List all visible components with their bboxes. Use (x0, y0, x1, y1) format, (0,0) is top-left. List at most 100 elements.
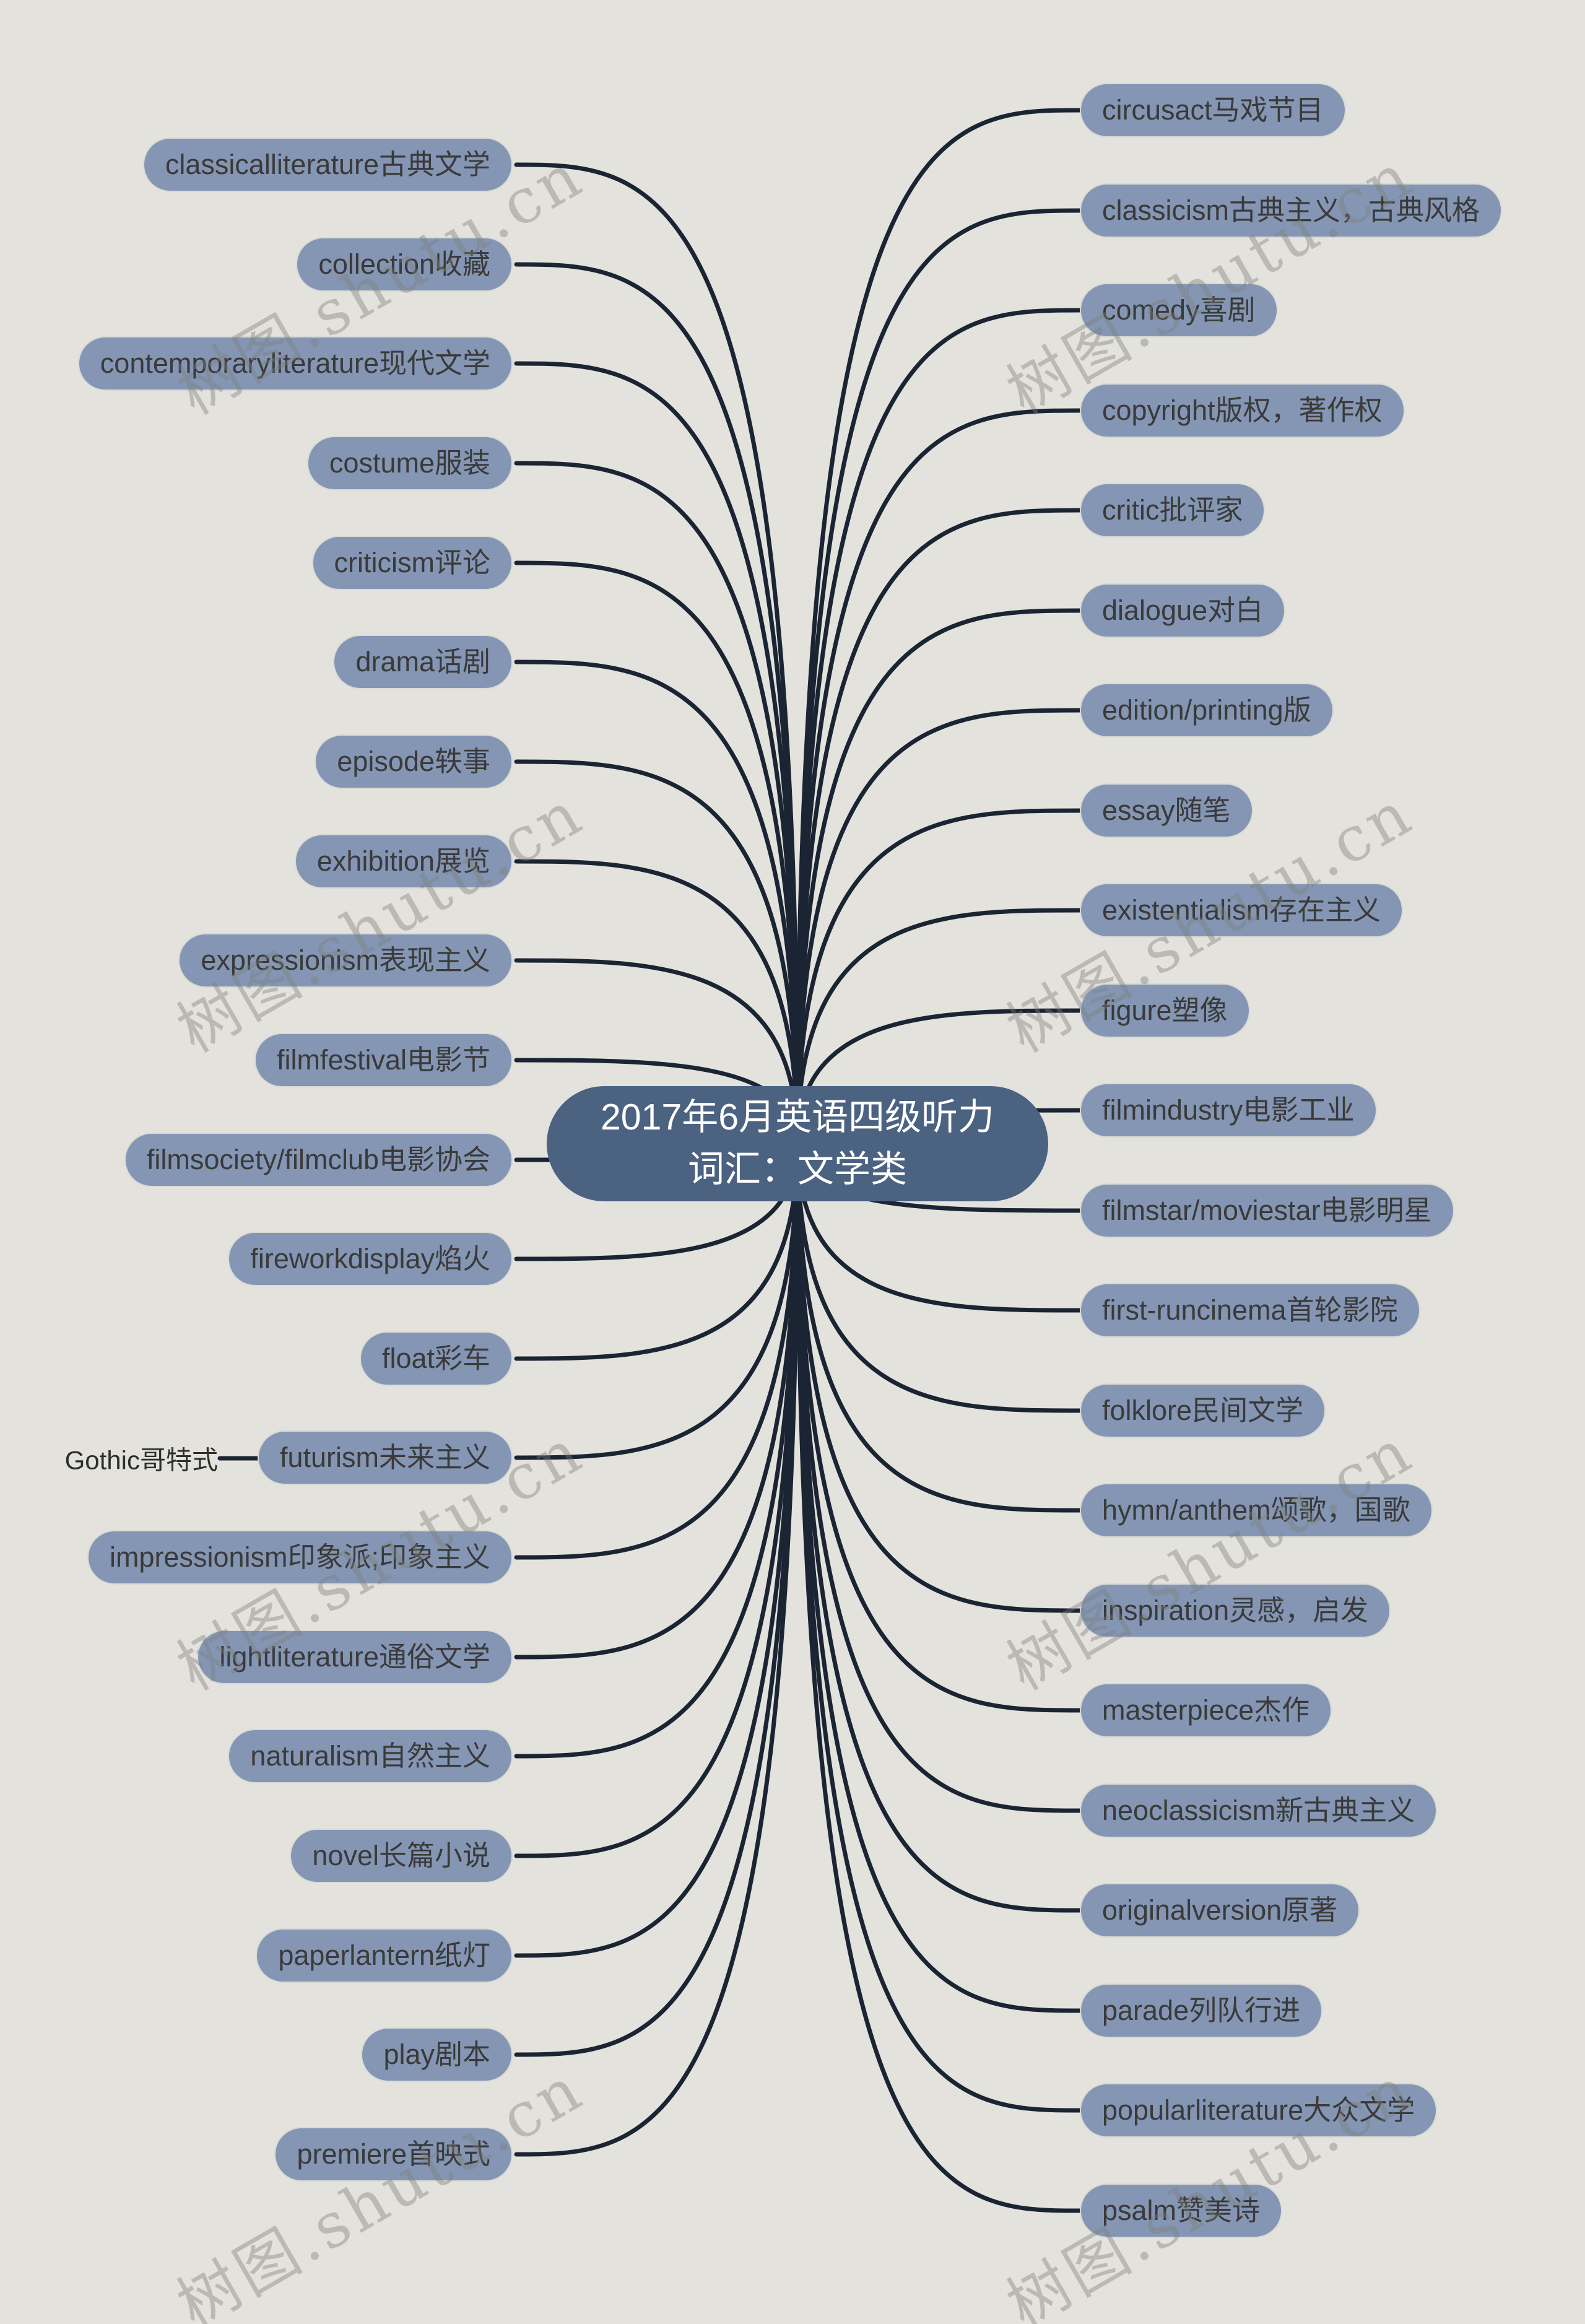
sub-node-gothic[interactable]: Gothic哥特式 (64, 1445, 218, 1475)
branch-node-label: collection收藏 (318, 248, 490, 280)
branch-connector (795, 208, 1082, 1146)
branch-node-label: neoclassicism新古典主义 (1102, 1795, 1415, 1826)
central-topic-title-line1: 2017年6月英语四级听力 (600, 1097, 995, 1138)
branch-node[interactable]: parade列队行进 (1080, 1983, 1323, 2038)
branch-node[interactable]: lightliterature通俗文学 (197, 1630, 513, 1684)
branch-node[interactable]: comedy喜剧 (1080, 283, 1278, 337)
branch-node-label: criticism评论 (334, 547, 490, 578)
branch-connector (795, 1141, 1082, 1513)
branch-node[interactable]: collection收藏 (296, 237, 513, 292)
branch-node-label: naturalism自然主义 (250, 1740, 490, 1772)
branch-node-label: existentialism存在主义 (1102, 894, 1381, 926)
branch-node[interactable]: copyright版权，著作权 (1080, 383, 1405, 438)
branch-node-label: comedy喜剧 (1102, 294, 1256, 326)
central-topic-node[interactable]: 2017年6月英语四级听力 词汇：文学类 (547, 1086, 1048, 1201)
branch-node[interactable]: costume服装 (306, 436, 513, 490)
branch-node[interactable]: neoclassicism新古典主义 (1080, 1783, 1438, 1838)
branch-node[interactable]: filmsociety/filmclub电影协会 (124, 1133, 513, 1187)
branch-node[interactable]: psalm赞美诗 (1080, 2183, 1283, 2238)
central-topic-title-line2: 词汇：文学类 (687, 1149, 907, 1190)
branch-node[interactable]: popularliterature大众文学 (1080, 2083, 1438, 2138)
branch-node[interactable]: play剧本 (361, 2027, 513, 2082)
branch-node[interactable]: exhibition展览 (294, 834, 513, 889)
branch-connector (514, 1141, 800, 1858)
branch-node[interactable]: classicalliterature古典文学 (142, 137, 513, 192)
branch-node-label: expressionism表现主义 (201, 944, 490, 976)
branch-node-label: folklore民间文学 (1102, 1395, 1304, 1426)
branch-node[interactable]: filmstar/moviestar电影明星 (1080, 1183, 1454, 1238)
branch-node-label: masterpiece杰作 (1102, 1694, 1310, 1726)
branch-node[interactable]: essay随笔 (1080, 783, 1253, 838)
branch-node[interactable]: premiere首映式 (274, 2127, 513, 2182)
branch-node[interactable]: float彩车 (359, 1331, 513, 1386)
branch-node-label: classicalliterature古典文学 (165, 149, 490, 180)
branch-node[interactable]: hymn/anthem颂歌，国歌 (1080, 1483, 1433, 1538)
branch-node[interactable]: fireworkdisplay焰火 (228, 1232, 513, 1286)
branch-connector (795, 1141, 1082, 1913)
branch-node[interactable]: inspiration灵感，启发 (1080, 1583, 1391, 1638)
branch-connector (795, 908, 1082, 1146)
branch-connector (795, 408, 1082, 1146)
branch-node[interactable]: classicism古典主义，古典风格 (1080, 183, 1503, 238)
branch-connector (514, 659, 800, 1146)
branch-node[interactable]: filmindustry电影工业 (1080, 1083, 1377, 1138)
branch-node-label: figure塑像 (1102, 994, 1228, 1026)
branch-node-label: essay随笔 (1102, 794, 1231, 826)
branch-node[interactable]: expressionism表现主义 (178, 933, 513, 988)
branch-node[interactable]: edition/printing版 (1080, 683, 1334, 738)
branch-connector (514, 262, 800, 1146)
branch-node[interactable]: paperlantern纸灯 (256, 1928, 513, 1983)
branch-node-label: drama话剧 (355, 646, 490, 677)
branch-node[interactable]: impressionism印象派;印象主义 (87, 1530, 513, 1585)
branch-node[interactable]: folklore民间文学 (1080, 1383, 1326, 1438)
branch-connector (514, 361, 800, 1146)
branch-node[interactable]: contemporaryliterature现代文学 (77, 336, 513, 391)
branch-connector (795, 508, 1082, 1146)
branch-connector (514, 1141, 800, 1361)
branch-node-label: psalm赞美诗 (1102, 2195, 1261, 2226)
branch-node-label: filmstar/moviestar电影明星 (1102, 1195, 1432, 1226)
branch-node[interactable]: circusact马戏节目 (1080, 83, 1346, 137)
branch-node[interactable]: filmfestival电影节 (254, 1033, 513, 1087)
branch-connector (514, 1141, 800, 1759)
branch-node[interactable]: originalversion原著 (1080, 1883, 1360, 1938)
branch-connector (795, 808, 1082, 1146)
branch-connector (514, 1141, 800, 2157)
branch-node-label: lightliterature通俗文学 (219, 1641, 490, 1673)
branch-connector (514, 759, 800, 1146)
branch-connector (795, 308, 1082, 1146)
branch-node[interactable]: masterpiece杰作 (1080, 1683, 1332, 1738)
branch-connector (795, 1141, 1082, 1813)
branch-node[interactable]: criticism评论 (311, 536, 513, 590)
branch-node[interactable]: dialogue对白 (1080, 583, 1286, 638)
branch-node-label: edition/printing版 (1102, 694, 1311, 726)
branch-node-label: popularliterature大众文学 (1102, 2094, 1415, 2126)
branch-node[interactable]: naturalism自然主义 (228, 1729, 513, 1783)
branch-connector (514, 1141, 800, 1560)
branch-node[interactable]: novel长篇小说 (290, 1829, 513, 1883)
branch-connector (795, 1141, 1082, 2213)
branch-node[interactable]: critic批评家 (1080, 483, 1266, 537)
branch-node-label: float彩车 (381, 1343, 490, 1374)
branch-node-label: fireworkdisplay焰火 (250, 1243, 490, 1274)
branch-node-label: inspiration灵感，启发 (1102, 1595, 1369, 1626)
branch-node-label: futurism未来主义 (279, 1442, 490, 1473)
branch-connector (795, 1141, 1082, 1313)
branch-node[interactable]: existentialism存在主义 (1080, 883, 1404, 938)
branch-node[interactable]: episode轶事 (315, 734, 513, 789)
branch-connector (795, 1141, 1082, 1613)
branch-connector (514, 560, 800, 1146)
branch-node[interactable]: first-runcinema首轮影院 (1080, 1283, 1420, 1338)
branch-node[interactable]: drama话剧 (333, 635, 513, 689)
branch-node[interactable]: futurism未来主义 (257, 1430, 513, 1485)
branch-node-label: episode轶事 (337, 746, 490, 777)
branch-connector (795, 708, 1082, 1146)
branch-node[interactable]: figure塑像 (1080, 983, 1250, 1038)
branch-node-label: costume服装 (329, 447, 490, 479)
branch-node-label: dialogue对白 (1102, 594, 1264, 626)
branch-node-label: filmsociety/filmclub电影协会 (146, 1144, 490, 1175)
branch-node-label: novel长篇小说 (312, 1840, 490, 1871)
branch-node-label: contemporaryliterature现代文学 (100, 347, 490, 379)
